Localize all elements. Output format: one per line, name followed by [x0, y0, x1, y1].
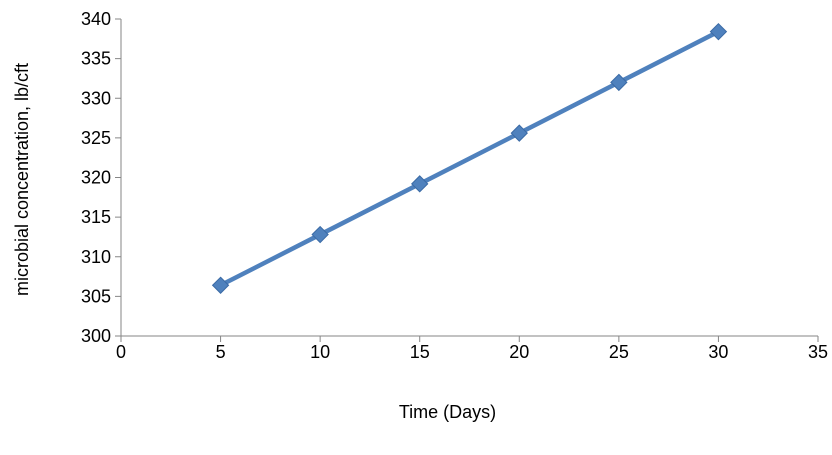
y-tick-label: 300	[81, 326, 111, 346]
x-tick-label: 10	[310, 342, 330, 362]
x-tick-label: 35	[808, 342, 828, 362]
y-tick-label: 315	[81, 207, 111, 227]
y-axis-title: microbial concentration, lb/cft	[12, 63, 32, 296]
data-point-marker	[709, 22, 728, 41]
data-point-marker	[311, 225, 329, 244]
y-tick-label: 325	[81, 128, 111, 148]
y-tick-label: 305	[81, 286, 111, 306]
x-axis-title: Time (Days)	[399, 402, 496, 422]
data-point-marker	[411, 175, 429, 193]
x-tick-label: 0	[116, 342, 126, 362]
y-axis-ticks: 300 305 310 315 320 325 330 335 340	[81, 9, 121, 346]
x-tick-label: 30	[708, 342, 728, 362]
data-point-marker	[610, 73, 628, 92]
x-tick-label: 15	[410, 342, 430, 362]
x-tick-label: 25	[609, 342, 629, 362]
y-tick-label: 340	[81, 9, 111, 29]
series-line	[219, 29, 720, 288]
series-layer	[211, 22, 728, 294]
data-point-marker	[510, 124, 528, 142]
x-axis-ticks: 0 5 10 15 20 25 30 35	[116, 336, 828, 362]
y-tick-label: 335	[81, 49, 111, 69]
y-tick-label: 320	[81, 168, 111, 188]
data-point-marker	[211, 276, 230, 294]
x-tick-label: 5	[216, 342, 226, 362]
y-tick-label: 310	[81, 247, 111, 267]
y-tick-label: 330	[81, 88, 111, 108]
x-tick-label: 20	[509, 342, 529, 362]
